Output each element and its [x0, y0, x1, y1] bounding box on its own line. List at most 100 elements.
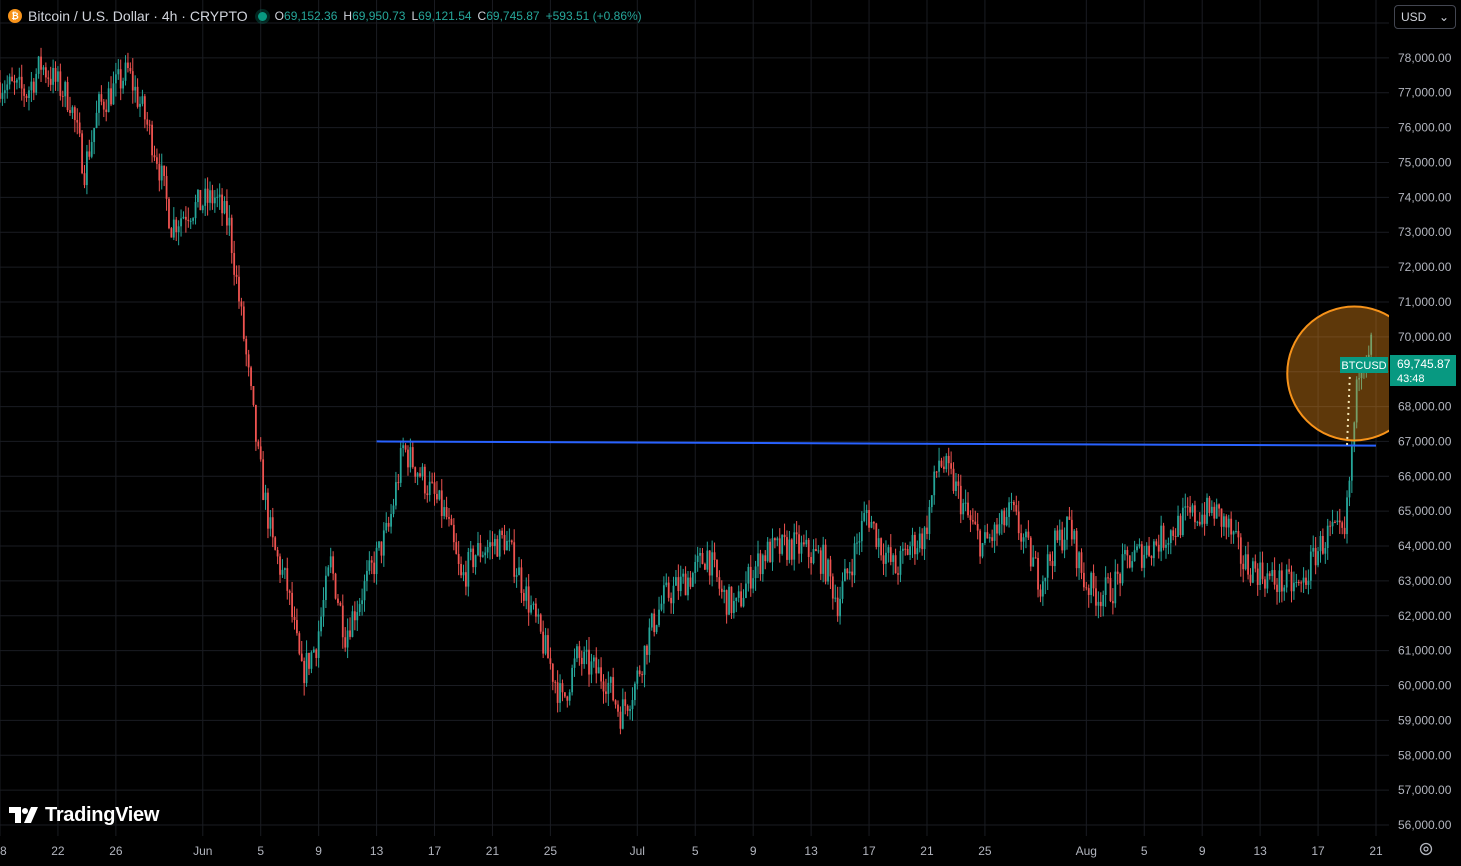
candle-body — [61, 95, 64, 97]
candle-body — [547, 635, 549, 659]
candle-body — [735, 597, 738, 602]
candle-body — [1051, 561, 1054, 567]
candle-body — [1003, 510, 1006, 526]
price-axis[interactable]: 56,000.00 57,000.00 58,000.00 59,000.00 60,0… — [1398, 16, 1452, 832]
candle-body — [759, 553, 762, 575]
candle-body — [629, 709, 631, 711]
candle-body — [923, 527, 926, 550]
candle-body — [197, 189, 199, 203]
y-tick-label: 73,000.00 — [1398, 225, 1452, 239]
candle-body — [595, 657, 598, 674]
candle-body — [1288, 569, 1290, 572]
candle-body — [503, 535, 506, 551]
candle-body — [1, 93, 4, 99]
candle-body — [687, 577, 689, 596]
candle-body — [1070, 519, 1073, 540]
x-tick-label: 5 — [257, 844, 264, 858]
candle-body — [13, 80, 16, 83]
candle-body — [419, 473, 421, 477]
candle-body — [327, 567, 330, 576]
candle-body — [899, 550, 902, 575]
candle-body — [836, 597, 839, 617]
candle-body — [518, 567, 520, 576]
x-tick-label: 13 — [1253, 844, 1267, 858]
candle-body — [448, 517, 450, 519]
x-tick-label: 21 — [1369, 844, 1383, 858]
candle-body — [148, 124, 151, 126]
candle-body — [6, 84, 9, 91]
candle-body — [1338, 520, 1341, 523]
candle-body — [1109, 577, 1112, 602]
candle-body — [1321, 536, 1324, 554]
candle-body — [1131, 561, 1134, 568]
candle-body — [677, 577, 680, 592]
candle-body — [1121, 554, 1124, 584]
time-axis[interactable]: 18 22 26 Jun 5 9 13 17 21 25 Jul 5 9 13 17 21 25 Aug 5 9 13 1… — [0, 844, 1383, 858]
candle-body — [807, 539, 810, 557]
candle-body — [20, 76, 23, 89]
candle-body — [1210, 506, 1213, 513]
candle-body — [201, 205, 204, 211]
candle-body — [105, 109, 108, 113]
candle-body — [525, 586, 528, 601]
candle-body — [844, 568, 846, 582]
ohlc-open: O69,152.36 — [274, 9, 338, 23]
candle-body — [462, 572, 465, 576]
candle-body — [1341, 522, 1344, 528]
candle-body — [1189, 506, 1192, 513]
candle-body — [633, 683, 636, 701]
currency-select[interactable]: USD ⌄ — [1394, 5, 1456, 29]
candle-body — [1034, 557, 1037, 559]
candle-body — [752, 578, 755, 589]
gear-icon[interactable] — [1418, 841, 1434, 857]
candle-body — [1305, 577, 1307, 585]
candle-body — [1010, 502, 1013, 504]
candle-body — [641, 674, 644, 676]
candle-body — [1346, 497, 1348, 535]
candle-body — [259, 446, 262, 460]
candle-body — [559, 683, 561, 703]
candle-body — [530, 605, 532, 613]
projection-dotted-line — [1346, 364, 1352, 445]
ohlc-close: C69,745.87 — [477, 9, 540, 23]
candle-body — [407, 449, 409, 468]
candle-body — [445, 507, 448, 518]
candle-body — [778, 538, 781, 554]
candle-body — [1271, 570, 1274, 577]
candle-body — [373, 562, 376, 575]
candle-body — [102, 101, 105, 110]
candle-body — [829, 559, 832, 577]
x-tick-label: 9 — [750, 844, 757, 858]
candle-body — [578, 646, 581, 658]
price-tag-countdown: 43:48 — [1397, 373, 1425, 385]
candle-body — [1213, 506, 1216, 519]
time-axis-background — [0, 836, 1389, 866]
candle-body — [588, 649, 590, 675]
candle-body — [585, 649, 588, 652]
candle-body — [486, 547, 489, 553]
y-tick-label: 78,000.00 — [1398, 51, 1452, 65]
candle-body — [906, 549, 909, 555]
candle-body — [221, 194, 223, 214]
candle-body — [226, 201, 228, 226]
tradingview-logo[interactable]: TradingView — [9, 804, 159, 826]
candle-body — [467, 552, 470, 587]
symbol-title[interactable]: Bitcoin / U.S. Dollar · 4h · CRYPTO — [28, 8, 248, 24]
candle-body — [218, 194, 221, 197]
candle-body — [228, 217, 231, 226]
candle-body — [834, 597, 837, 599]
candle-body — [720, 588, 723, 592]
candle-body — [964, 502, 967, 504]
candle-body — [1061, 529, 1064, 551]
candle-body — [163, 165, 166, 176]
candle-body — [969, 515, 972, 521]
candle-body — [139, 103, 141, 107]
candle-body — [959, 485, 962, 515]
candle-body — [209, 190, 211, 203]
candle-body — [1201, 514, 1204, 525]
candle-body — [276, 549, 279, 557]
resistance-trendline[interactable] — [376, 440, 1377, 447]
market-status-icon[interactable] — [257, 11, 267, 21]
candle-body — [206, 188, 209, 203]
